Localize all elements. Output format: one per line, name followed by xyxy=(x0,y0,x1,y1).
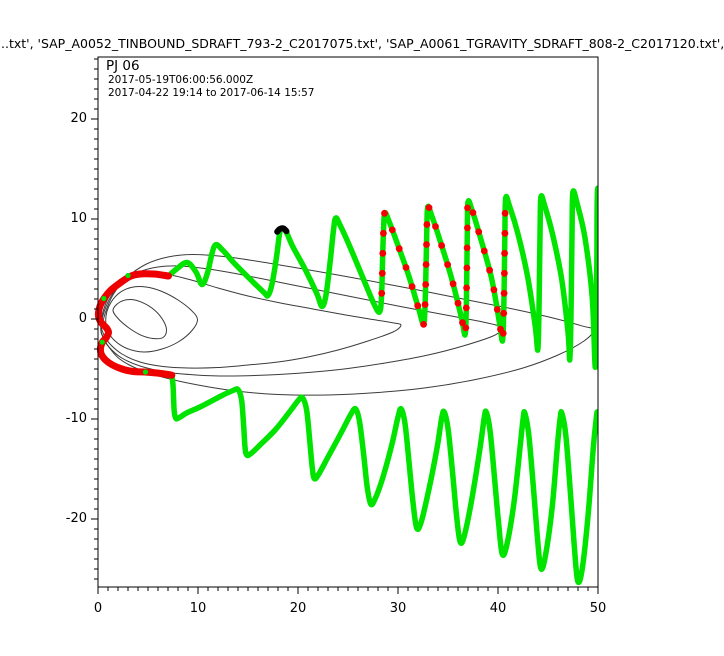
hour-marker-dot xyxy=(459,319,466,327)
hour-marker-dot xyxy=(463,244,471,252)
peak-black-cap xyxy=(274,225,290,235)
hour-marker-dot xyxy=(378,289,386,297)
contour-2 xyxy=(105,286,199,353)
hour-marker-dot xyxy=(486,266,493,274)
hour-marker-dot xyxy=(381,209,388,217)
trajectory-curves xyxy=(94,185,599,586)
hour-marker-dot xyxy=(463,284,470,292)
hour-marker-dot xyxy=(444,261,451,268)
contour-4 xyxy=(100,265,504,377)
hour-marker-dot xyxy=(500,289,508,297)
hour-marker-dot xyxy=(432,223,439,230)
hour-marker-dot xyxy=(414,302,422,310)
hour-marker-dot xyxy=(463,264,471,272)
hour-marker-dot xyxy=(378,269,386,277)
hour-marker-dot xyxy=(475,228,483,236)
hour-marker-dot xyxy=(423,221,431,228)
axes-frame xyxy=(91,56,599,594)
hour-marker-dot xyxy=(501,209,509,217)
hour-marker-dot xyxy=(402,264,410,271)
hour-marker-dot xyxy=(388,226,396,234)
trajectory-markers xyxy=(99,204,509,375)
contour-3 xyxy=(100,273,402,369)
hour-marker-dot xyxy=(454,299,462,307)
trajectory-inbound-lower xyxy=(169,372,599,586)
hour-marker-dot xyxy=(379,249,387,257)
legend-timespan: 2017-04-22 19:14 to 2017-06-14 15:57 xyxy=(108,87,315,99)
hour-marker-dot xyxy=(464,204,471,212)
hour-marker-dot xyxy=(438,242,445,249)
plot-frame xyxy=(97,56,599,588)
hour-marker-dot xyxy=(493,306,501,313)
hour-marker-dot xyxy=(500,309,508,317)
perijove-flagged-red xyxy=(94,270,176,379)
hour-marker-dot xyxy=(462,304,470,312)
trajectory-gap-dot xyxy=(125,272,131,279)
hour-marker-dot xyxy=(422,261,430,268)
hour-marker-dot xyxy=(462,324,470,332)
hour-marker-dot xyxy=(423,241,430,248)
hour-marker-dot xyxy=(420,321,427,328)
hour-marker-dot xyxy=(501,249,508,257)
inner-oval xyxy=(112,298,168,340)
trajectory-outbound-upper xyxy=(165,185,599,370)
trajectory-gap-dot xyxy=(142,369,149,375)
hour-marker-dot xyxy=(395,245,403,253)
hour-marker-dot xyxy=(501,229,509,237)
trajectory-gap-dot xyxy=(99,339,105,345)
hour-marker-dot xyxy=(449,280,457,288)
trajectory-gap-dot xyxy=(101,295,107,302)
legend-timestamp: 2017-05-19T06:00:56.000Z xyxy=(108,74,254,86)
hour-marker-dot xyxy=(425,204,433,212)
hour-marker-dot xyxy=(380,229,387,237)
hour-marker-dot xyxy=(422,281,430,288)
hour-marker-dot xyxy=(501,269,508,277)
hour-marker-dot xyxy=(408,283,416,290)
hour-marker-dot xyxy=(469,209,477,217)
hour-marker-dot xyxy=(464,224,471,232)
hour-marker-dot xyxy=(480,247,488,255)
legend-perijove-label: PJ 06 xyxy=(106,58,140,74)
hour-marker-dot xyxy=(421,301,429,308)
figure-title: ..txt', 'SAP_A0052_TINBOUND_SDRAFT_793-2… xyxy=(1,36,724,51)
hour-marker-dot xyxy=(490,286,498,294)
plot-legend: PJ 06 2017-05-19T06:00:56.000Z 2017-04-2… xyxy=(106,58,314,100)
hour-marker-dot xyxy=(499,329,507,337)
